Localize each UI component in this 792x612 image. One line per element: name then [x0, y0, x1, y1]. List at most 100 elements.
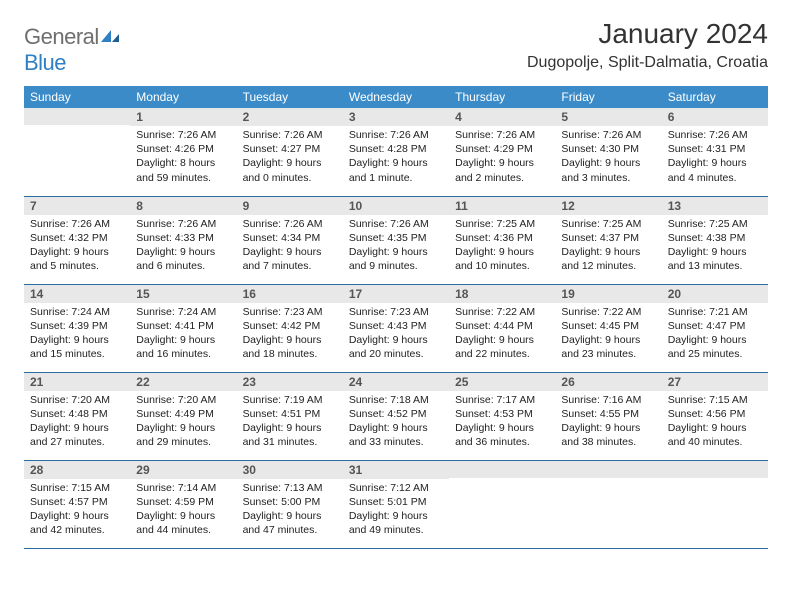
sunrise-text: Sunrise: 7:19 AM [243, 393, 337, 407]
day-cell: 11Sunrise: 7:25 AMSunset: 4:36 PMDayligh… [449, 196, 555, 284]
day-cell: 22Sunrise: 7:20 AMSunset: 4:49 PMDayligh… [130, 372, 236, 460]
sunrise-text: Sunrise: 7:26 AM [349, 128, 443, 142]
day-content: Sunrise: 7:23 AMSunset: 4:42 PMDaylight:… [237, 303, 343, 366]
day-number: 9 [237, 197, 343, 215]
day-content: Sunrise: 7:23 AMSunset: 4:43 PMDaylight:… [343, 303, 449, 366]
sunset-text: Sunset: 4:51 PM [243, 407, 337, 421]
day-content: Sunrise: 7:17 AMSunset: 4:53 PMDaylight:… [449, 391, 555, 454]
daylight-text: Daylight: 8 hours and 59 minutes. [136, 156, 230, 184]
daylight-text: Daylight: 9 hours and 18 minutes. [243, 333, 337, 361]
day-cell: 13Sunrise: 7:25 AMSunset: 4:38 PMDayligh… [662, 196, 768, 284]
day-number: 26 [555, 373, 661, 391]
daylight-text: Daylight: 9 hours and 20 minutes. [349, 333, 443, 361]
day-content: Sunrise: 7:19 AMSunset: 4:51 PMDaylight:… [237, 391, 343, 454]
dayhead-thu: Thursday [449, 86, 555, 108]
sunrise-text: Sunrise: 7:15 AM [668, 393, 762, 407]
daylight-text: Daylight: 9 hours and 9 minutes. [349, 245, 443, 273]
day-number: 19 [555, 285, 661, 303]
sunset-text: Sunset: 4:30 PM [561, 142, 655, 156]
day-cell: 12Sunrise: 7:25 AMSunset: 4:37 PMDayligh… [555, 196, 661, 284]
daylight-text: Daylight: 9 hours and 13 minutes. [668, 245, 762, 273]
sunrise-text: Sunrise: 7:21 AM [668, 305, 762, 319]
day-cell: 16Sunrise: 7:23 AMSunset: 4:42 PMDayligh… [237, 284, 343, 372]
day-content: Sunrise: 7:26 AMSunset: 4:28 PMDaylight:… [343, 126, 449, 189]
day-content: Sunrise: 7:26 AMSunset: 4:34 PMDaylight:… [237, 215, 343, 278]
day-number: 14 [24, 285, 130, 303]
dayhead-sat: Saturday [662, 86, 768, 108]
sunset-text: Sunset: 4:39 PM [30, 319, 124, 333]
day-content: Sunrise: 7:13 AMSunset: 5:00 PMDaylight:… [237, 479, 343, 542]
sunrise-text: Sunrise: 7:17 AM [455, 393, 549, 407]
day-content: Sunrise: 7:21 AMSunset: 4:47 PMDaylight:… [662, 303, 768, 366]
sunset-text: Sunset: 4:34 PM [243, 231, 337, 245]
sunset-text: Sunset: 4:28 PM [349, 142, 443, 156]
day-number: 23 [237, 373, 343, 391]
day-cell: 2Sunrise: 7:26 AMSunset: 4:27 PMDaylight… [237, 108, 343, 196]
day-cell: 23Sunrise: 7:19 AMSunset: 4:51 PMDayligh… [237, 372, 343, 460]
day-cell: 1Sunrise: 7:26 AMSunset: 4:26 PMDaylight… [130, 108, 236, 196]
daylight-text: Daylight: 9 hours and 5 minutes. [30, 245, 124, 273]
day-cell: 28Sunrise: 7:15 AMSunset: 4:57 PMDayligh… [24, 460, 130, 548]
day-cell: 27Sunrise: 7:15 AMSunset: 4:56 PMDayligh… [662, 372, 768, 460]
sunset-text: Sunset: 4:48 PM [30, 407, 124, 421]
day-number [555, 461, 661, 478]
sunrise-text: Sunrise: 7:26 AM [136, 217, 230, 231]
logo-general: General [24, 24, 99, 49]
sunrise-text: Sunrise: 7:15 AM [30, 481, 124, 495]
sunset-text: Sunset: 4:57 PM [30, 495, 124, 509]
sunrise-text: Sunrise: 7:26 AM [455, 128, 549, 142]
day-number: 22 [130, 373, 236, 391]
day-content: Sunrise: 7:15 AMSunset: 4:56 PMDaylight:… [662, 391, 768, 454]
sunset-text: Sunset: 4:45 PM [561, 319, 655, 333]
day-content: Sunrise: 7:15 AMSunset: 4:57 PMDaylight:… [24, 479, 130, 542]
daylight-text: Daylight: 9 hours and 3 minutes. [561, 156, 655, 184]
day-number: 1 [130, 108, 236, 126]
day-content: Sunrise: 7:22 AMSunset: 4:45 PMDaylight:… [555, 303, 661, 366]
sunset-text: Sunset: 4:42 PM [243, 319, 337, 333]
day-cell: 19Sunrise: 7:22 AMSunset: 4:45 PMDayligh… [555, 284, 661, 372]
day-number: 15 [130, 285, 236, 303]
daylight-text: Daylight: 9 hours and 42 minutes. [30, 509, 124, 537]
sunset-text: Sunset: 4:37 PM [561, 231, 655, 245]
logo-sail-icon [99, 28, 121, 49]
logo: General Blue [24, 18, 121, 76]
dayhead-mon: Monday [130, 86, 236, 108]
day-number: 12 [555, 197, 661, 215]
daylight-text: Daylight: 9 hours and 22 minutes. [455, 333, 549, 361]
sunset-text: Sunset: 4:53 PM [455, 407, 549, 421]
day-number: 27 [662, 373, 768, 391]
daylight-text: Daylight: 9 hours and 6 minutes. [136, 245, 230, 273]
sunset-text: Sunset: 5:00 PM [243, 495, 337, 509]
day-number: 30 [237, 461, 343, 479]
sunrise-text: Sunrise: 7:26 AM [561, 128, 655, 142]
sunrise-text: Sunrise: 7:26 AM [136, 128, 230, 142]
day-number: 10 [343, 197, 449, 215]
day-number [662, 461, 768, 478]
day-number [24, 108, 130, 125]
day-content: Sunrise: 7:25 AMSunset: 4:37 PMDaylight:… [555, 215, 661, 278]
day-cell: 10Sunrise: 7:26 AMSunset: 4:35 PMDayligh… [343, 196, 449, 284]
day-number: 3 [343, 108, 449, 126]
calendar-body: 1Sunrise: 7:26 AMSunset: 4:26 PMDaylight… [24, 108, 768, 548]
day-number: 21 [24, 373, 130, 391]
sunrise-text: Sunrise: 7:26 AM [243, 128, 337, 142]
dayhead-sun: Sunday [24, 86, 130, 108]
day-number: 18 [449, 285, 555, 303]
sunset-text: Sunset: 4:44 PM [455, 319, 549, 333]
sunrise-text: Sunrise: 7:20 AM [30, 393, 124, 407]
sunset-text: Sunset: 4:49 PM [136, 407, 230, 421]
day-content: Sunrise: 7:26 AMSunset: 4:29 PMDaylight:… [449, 126, 555, 189]
daylight-text: Daylight: 9 hours and 47 minutes. [243, 509, 337, 537]
day-cell [24, 108, 130, 196]
day-cell: 5Sunrise: 7:26 AMSunset: 4:30 PMDaylight… [555, 108, 661, 196]
logo-blue: Blue [24, 50, 66, 75]
sunset-text: Sunset: 4:56 PM [668, 407, 762, 421]
daylight-text: Daylight: 9 hours and 16 minutes. [136, 333, 230, 361]
dayhead-tue: Tuesday [237, 86, 343, 108]
day-number: 31 [343, 461, 449, 479]
day-cell: 29Sunrise: 7:14 AMSunset: 4:59 PMDayligh… [130, 460, 236, 548]
day-cell: 25Sunrise: 7:17 AMSunset: 4:53 PMDayligh… [449, 372, 555, 460]
day-content: Sunrise: 7:12 AMSunset: 5:01 PMDaylight:… [343, 479, 449, 542]
sunset-text: Sunset: 4:43 PM [349, 319, 443, 333]
day-content: Sunrise: 7:26 AMSunset: 4:32 PMDaylight:… [24, 215, 130, 278]
